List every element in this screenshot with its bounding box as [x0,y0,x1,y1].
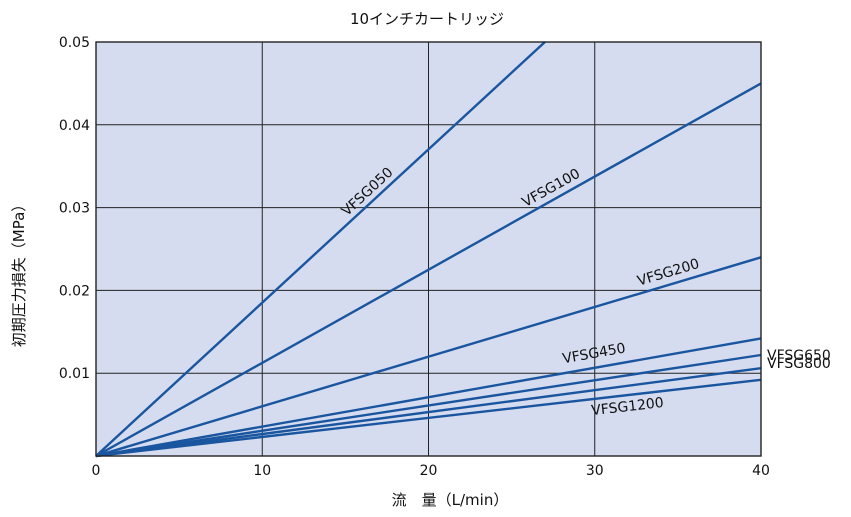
gridlines [96,42,761,456]
series-line-vfsg100 [95,82,762,458]
y-tick-label: 0.02 [59,283,90,299]
series-line-vfsg450 [95,337,762,458]
plot-frame [95,41,762,457]
y-tick-label: 0.01 [59,366,90,382]
chart-title: 10インチカートリッジ [350,10,504,28]
series-line-vfsg1200 [95,378,762,458]
series-label-vfsg800: VFSG800 [767,356,831,372]
x-tick-label: 30 [586,463,604,479]
x-tick-label: 20 [420,463,438,479]
x-tick-label: 0 [92,463,101,479]
x-tick-label: 40 [752,463,770,479]
y-tick-label: 0.05 [59,35,90,51]
x-axis-label: 流 量（L/min） [392,491,509,509]
series-line-vfsg800 [95,367,762,458]
y-tick-label: 0.04 [59,118,90,134]
tick-labels: 0 10 20 30 40 0.01 0.02 0.03 0.04 0.05 [59,35,770,479]
y-tick-label: 0.03 [59,201,90,217]
y-axis-label: 初期圧力損失（MPa） [10,197,28,348]
series-label-vfsg650: VFSG650 [767,348,831,364]
series-line-vfsg050 [95,41,546,457]
series-line-vfsg650 [95,353,762,458]
series-line-vfsg200 [95,256,762,458]
x-tick-label: 10 [253,463,271,479]
series-lines [95,41,762,458]
